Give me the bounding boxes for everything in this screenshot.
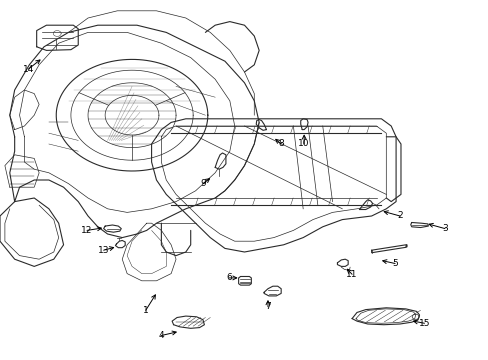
Text: 14: 14 <box>22 65 34 74</box>
Text: 9: 9 <box>200 179 205 188</box>
Text: 2: 2 <box>396 211 402 220</box>
Text: 13: 13 <box>98 246 109 255</box>
Text: 15: 15 <box>418 319 429 328</box>
Text: 1: 1 <box>142 306 148 315</box>
Text: 12: 12 <box>81 226 93 235</box>
Text: 10: 10 <box>298 139 309 148</box>
Text: 4: 4 <box>158 331 164 340</box>
Text: 8: 8 <box>278 139 284 148</box>
Text: 6: 6 <box>225 274 231 282</box>
Text: 11: 11 <box>346 270 357 279</box>
Text: 3: 3 <box>441 224 447 233</box>
Text: 5: 5 <box>391 259 397 268</box>
Text: 7: 7 <box>264 302 270 311</box>
